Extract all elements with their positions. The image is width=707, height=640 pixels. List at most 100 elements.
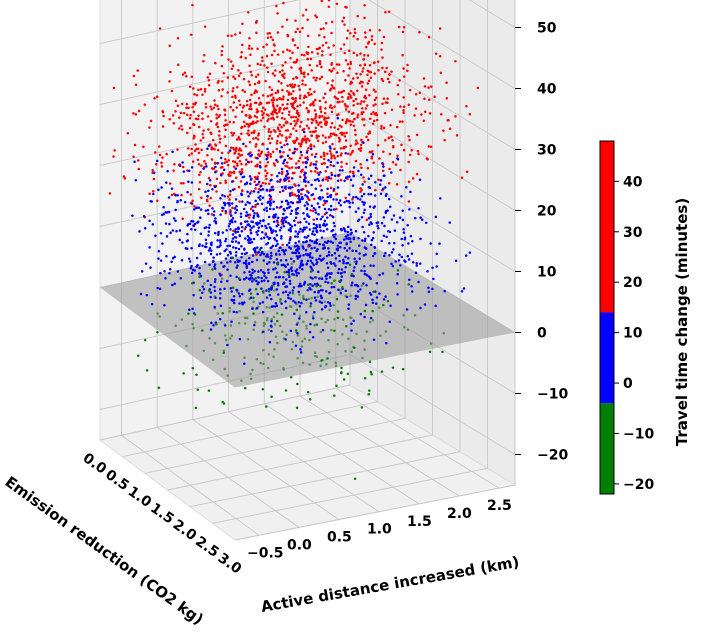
scatter-point [401, 54, 404, 57]
scatter-point [327, 247, 330, 250]
scatter-point [201, 244, 204, 247]
scatter-point [134, 83, 138, 86]
scatter-point [317, 179, 321, 182]
colorbar-tick-label: −10 [623, 426, 654, 442]
scatter-point [284, 139, 288, 143]
scatter-point [280, 145, 283, 149]
scatter-point [369, 293, 373, 296]
scatter-point [289, 282, 292, 285]
scatter-point [198, 243, 201, 246]
y-tick-label: 1.0 [125, 484, 155, 511]
scatter-point [385, 192, 388, 196]
scatter-point [339, 241, 343, 245]
scatter-point [267, 290, 271, 293]
scatter-point [205, 165, 208, 168]
scatter-point [230, 240, 234, 243]
scatter-point [417, 280, 420, 284]
scatter-point [280, 200, 284, 204]
scatter-point [260, 109, 264, 113]
scatter-point [323, 199, 326, 202]
scatter-point [327, 176, 331, 180]
scatter-point [359, 173, 363, 176]
scatter-point [291, 291, 295, 295]
scatter-point [295, 323, 299, 326]
scatter-point [217, 134, 221, 137]
scatter-point [352, 124, 356, 128]
scatter-point [349, 178, 353, 182]
scatter-point [273, 74, 276, 77]
scatter-point [248, 64, 251, 68]
scatter-point [348, 263, 352, 267]
scatter-point [276, 12, 279, 15]
scatter-point [320, 301, 324, 304]
scatter-point [303, 179, 306, 182]
scatter-point [219, 292, 222, 295]
scatter-point [200, 164, 203, 168]
scatter-point [182, 181, 185, 185]
scatter-point [360, 85, 364, 88]
scatter-point [306, 57, 309, 61]
scatter-point [245, 211, 248, 214]
scatter-point [342, 43, 346, 46]
scatter-point [266, 171, 269, 175]
scatter-point [230, 67, 234, 70]
scatter-point [233, 77, 237, 81]
scatter-point [367, 393, 370, 396]
scatter-point [140, 270, 144, 273]
scatter-point [280, 185, 284, 189]
scatter-point [250, 274, 253, 277]
scatter-point [263, 108, 267, 111]
scatter-point [265, 206, 268, 210]
scatter-point [350, 81, 354, 84]
scatter-point [203, 90, 207, 93]
scatter-point [261, 142, 265, 146]
scatter-point [242, 175, 246, 179]
scatter-point [196, 158, 200, 162]
scatter-point [354, 297, 357, 301]
scatter-point [202, 167, 205, 170]
scatter-point [383, 70, 387, 74]
scatter-point [362, 211, 366, 215]
scatter-point [254, 277, 257, 280]
scatter-point [201, 132, 204, 136]
scatter-point [276, 293, 280, 296]
scatter-point [207, 128, 210, 131]
scatter-point [336, 128, 340, 131]
scatter-point [112, 155, 115, 158]
scatter-point [256, 73, 260, 76]
scatter-point [406, 224, 409, 227]
scatter-point [351, 249, 354, 253]
scatter-point [211, 207, 214, 210]
scatter-point [181, 161, 184, 164]
scatter-point [333, 174, 337, 177]
y-tick-label: 0.0 [80, 450, 110, 477]
scatter-point [320, 75, 324, 79]
colorbar-tick-label: 20 [623, 275, 643, 291]
scatter-point [272, 261, 276, 264]
scatter-point [189, 113, 192, 117]
scatter-point [240, 168, 244, 171]
scatter-point [324, 170, 327, 173]
scatter-point [344, 176, 348, 180]
scatter-point [229, 212, 232, 215]
scatter-point [286, 172, 290, 175]
scatter-point-sample [174, 208, 177, 212]
scatter-point [196, 117, 200, 121]
scatter-point [250, 47, 254, 50]
scatter-point [245, 99, 249, 103]
scatter-point [468, 251, 472, 254]
scatter-point [227, 173, 230, 176]
scatter-point [462, 287, 466, 290]
scatter-point [285, 215, 288, 219]
scatter-point [217, 88, 221, 92]
scatter-point [445, 81, 448, 85]
scatter-point [303, 235, 307, 239]
scatter-point [342, 132, 346, 135]
scatter-point [349, 62, 352, 66]
scatter-point [330, 70, 333, 73]
scatter-point [327, 116, 330, 120]
scatter-point [280, 313, 284, 316]
scatter-point [309, 283, 312, 286]
scatter-point [344, 5, 347, 9]
scatter-point [414, 216, 417, 220]
